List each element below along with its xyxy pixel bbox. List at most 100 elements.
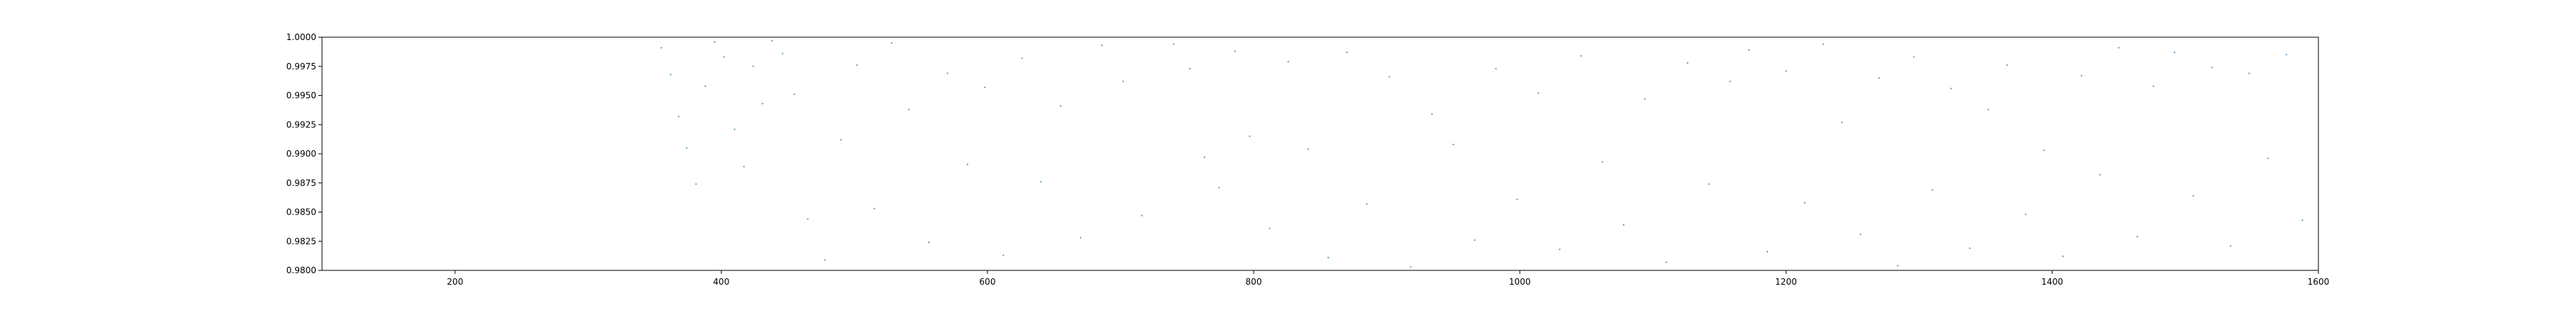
data-point — [840, 139, 842, 141]
data-point — [1101, 44, 1103, 46]
data-point — [1307, 148, 1309, 150]
data-point — [2192, 195, 2195, 197]
data-point — [1841, 121, 1843, 124]
y-tick-label: 0.9900 — [286, 149, 316, 159]
x-tick-label: 1400 — [2041, 277, 2064, 287]
y-tick-label: 0.9950 — [286, 91, 316, 101]
data-point — [1189, 67, 1191, 70]
data-point — [1002, 254, 1005, 256]
data-point — [967, 163, 969, 165]
x-tick-label: 800 — [1246, 277, 1262, 287]
data-point — [1060, 105, 1062, 107]
data-point — [781, 52, 784, 54]
data-point — [1218, 187, 1220, 189]
data-point — [2006, 64, 2008, 67]
x-tick-label: 600 — [980, 277, 996, 287]
data-point — [1040, 181, 1042, 183]
data-point — [984, 87, 986, 89]
data-point — [1346, 52, 1348, 54]
data-point — [2211, 67, 2213, 69]
data-point — [2230, 245, 2232, 247]
x-tick-label: 1600 — [2308, 277, 2330, 287]
data-point — [2301, 219, 2303, 221]
data-point — [1327, 257, 1330, 259]
x-tick-label: 1000 — [1509, 277, 1531, 287]
data-point — [1366, 203, 1368, 205]
data-point — [1122, 80, 1124, 82]
data-point — [1968, 247, 1971, 250]
data-point — [1249, 135, 1251, 137]
data-point — [1269, 227, 1271, 230]
data-point — [670, 74, 672, 76]
data-point — [2117, 46, 2120, 49]
data-point — [1141, 215, 1143, 217]
data-point — [873, 207, 875, 210]
data-point — [2248, 72, 2250, 74]
data-point — [1452, 143, 1455, 146]
y-axis: 0.9800 0.9825 0.9850 0.9875 0.9900 0.9925 0.99… — [286, 32, 322, 275]
y-tick-label: 0.9875 — [286, 178, 316, 188]
x-tick-label: 1200 — [1775, 277, 1797, 287]
y-tick-label: 0.9925 — [286, 119, 316, 129]
data-point — [1803, 202, 1806, 204]
data-point — [1473, 239, 1475, 241]
data-point — [794, 93, 796, 95]
data-point — [1766, 250, 1769, 252]
x-tick-label: 200 — [447, 277, 464, 287]
data-point — [761, 102, 763, 104]
data-point — [1601, 161, 1604, 163]
data-point — [1687, 62, 1689, 64]
data-point — [1431, 113, 1433, 115]
data-point — [2043, 149, 2045, 152]
data-point — [947, 72, 949, 74]
data-point — [1234, 50, 1236, 52]
data-point — [2080, 74, 2082, 77]
data-point — [1665, 261, 1667, 263]
data-point — [1388, 76, 1390, 78]
data-point — [1950, 87, 1952, 89]
data-point — [891, 42, 893, 44]
data-point — [2136, 235, 2139, 237]
data-point — [1708, 183, 1710, 185]
y-tick-label: 0.9800 — [286, 265, 316, 275]
data-point — [806, 218, 809, 220]
plot-frame — [321, 36, 2319, 271]
data-point — [2267, 157, 2269, 160]
data-point — [1729, 80, 1731, 82]
data-point — [2024, 213, 2026, 215]
data-point — [1623, 224, 1625, 226]
data-point — [928, 241, 930, 243]
points-layer — [660, 39, 2303, 268]
data-point — [1897, 265, 1899, 267]
data-point — [2099, 174, 2102, 176]
data-point — [1747, 49, 1750, 51]
data-point — [660, 46, 663, 49]
data-point — [2062, 255, 2064, 258]
data-point — [695, 183, 697, 185]
data-point — [1931, 189, 1933, 191]
data-point — [1558, 248, 1561, 250]
data-point — [678, 115, 680, 117]
data-point — [771, 39, 773, 42]
y-tick-label: 0.9825 — [286, 236, 316, 246]
data-point — [1644, 98, 1646, 100]
data-point — [908, 109, 910, 111]
data-point — [723, 56, 725, 58]
data-point — [1287, 61, 1289, 63]
data-point — [752, 65, 754, 67]
x-tick-label: 400 — [713, 277, 730, 287]
data-point — [1987, 109, 1989, 111]
y-tick-label: 0.9975 — [286, 62, 316, 72]
data-point — [1173, 43, 1175, 45]
data-point — [704, 85, 706, 87]
data-point — [1021, 57, 1023, 59]
data-point — [856, 64, 858, 67]
data-point — [824, 259, 826, 261]
data-point — [1495, 67, 1497, 70]
data-point — [1516, 198, 1518, 200]
y-tick-label: 0.9850 — [286, 207, 316, 217]
data-point — [1080, 237, 1082, 239]
data-point — [733, 128, 736, 130]
data-point — [2285, 54, 2288, 56]
